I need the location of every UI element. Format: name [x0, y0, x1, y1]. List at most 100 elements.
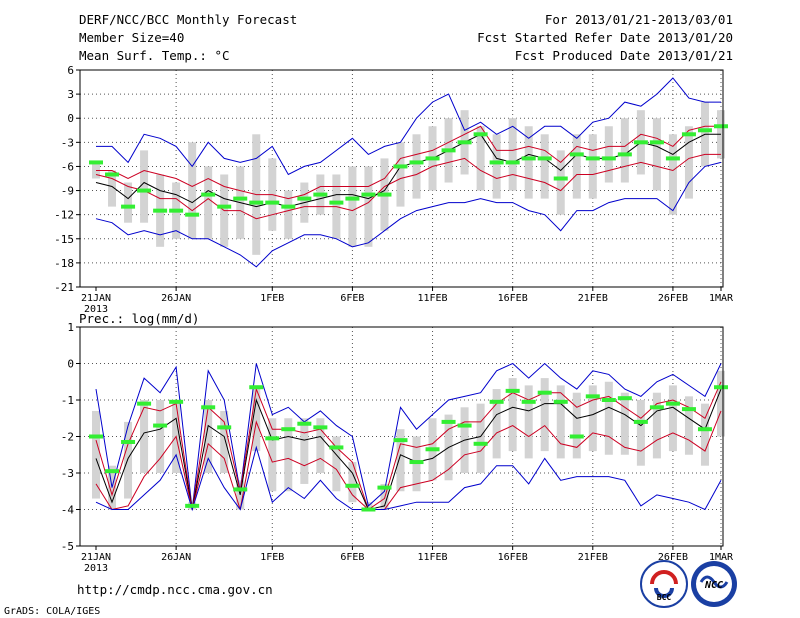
obs-marker: [649, 140, 664, 145]
y-tick-label: 0: [67, 358, 74, 371]
obs-marker: [297, 196, 312, 201]
obs-marker: [665, 156, 680, 161]
obs-marker: [153, 208, 168, 213]
x-tick-label: 6FEB: [340, 293, 364, 304]
range-box: [636, 400, 645, 466]
obs-marker: [121, 204, 136, 209]
y-tick-label: -4: [61, 504, 75, 517]
y-tick-label: -6: [61, 160, 74, 173]
range-box: [364, 166, 373, 247]
obs-marker: [329, 200, 344, 205]
range-box: [396, 142, 405, 207]
range-box: [268, 418, 277, 492]
range-box: [684, 126, 693, 199]
obs-marker: [169, 208, 184, 213]
obs-marker: [393, 164, 408, 169]
obs-marker: [345, 196, 360, 201]
x-tick-label: 6FEB: [340, 552, 364, 563]
obs-marker: [714, 124, 728, 129]
obs-marker: [201, 405, 216, 410]
forecast-produced-date: Fcst Produced Date 2013/01/21: [515, 48, 733, 63]
obs-marker: [457, 140, 472, 145]
obs-marker: [409, 160, 424, 165]
x-tick-label: 26FEB: [658, 552, 688, 563]
obs-marker: [297, 421, 312, 426]
range-box: [717, 370, 725, 437]
range-box: [124, 421, 133, 499]
range-box: [204, 400, 213, 473]
obs-marker: [601, 398, 616, 402]
bcc-logo: BCC: [640, 560, 688, 608]
series-line-lower_quartile: [96, 125, 721, 200]
range-box: [476, 126, 485, 191]
obs-marker: [617, 152, 632, 157]
obs-marker: [217, 425, 232, 430]
obs-marker: [473, 441, 488, 446]
y-tick-label: -18: [54, 257, 74, 270]
x-tick-label: 26FEB: [658, 293, 688, 304]
obs-marker: [249, 200, 264, 205]
obs-marker: [633, 419, 648, 424]
x-tick-year: 2013: [84, 304, 108, 315]
range-box: [652, 118, 661, 191]
plot-frame: [79, 69, 724, 288]
obs-marker: [569, 434, 584, 439]
precip-label: Prec.: log(mm/d): [79, 311, 199, 326]
x-tick-label: 1FEB: [260, 293, 284, 304]
range-box: [156, 400, 165, 473]
obs-marker: [89, 160, 103, 165]
x-tick-label: 1MAR: [709, 552, 734, 563]
range-box: [140, 150, 149, 223]
range-box: [380, 483, 389, 510]
series-line-median: [95, 388, 722, 511]
obs-marker: [441, 148, 456, 153]
series-line-min: [95, 445, 722, 512]
x-tick-label: 16FEB: [498, 552, 528, 563]
range-box: [556, 385, 565, 459]
range-box: [572, 134, 581, 199]
range-box: [316, 418, 325, 473]
obs-marker: [633, 140, 648, 145]
x-tick-label: 11FEB: [417, 552, 447, 563]
range-box: [508, 378, 517, 452]
y-tick-label: 1: [67, 321, 74, 334]
y-tick-label: -3: [61, 467, 74, 480]
obs-marker: [681, 407, 696, 412]
series-line-upper_quartile: [95, 153, 721, 220]
obs-marker: [505, 388, 520, 393]
obs-marker: [217, 204, 232, 209]
obs-marker: [313, 192, 328, 197]
obs-marker: [185, 212, 200, 217]
range-box: [492, 134, 501, 199]
obs-marker: [585, 156, 600, 161]
x-tick-year: 2013: [84, 563, 108, 574]
obs-marker: [121, 439, 136, 444]
obs-marker: [137, 188, 152, 193]
range-box: [204, 166, 213, 239]
range-box: [492, 389, 501, 459]
obs-marker: [249, 385, 264, 390]
title-right: For 2013/01/21-2013/03/01: [545, 12, 733, 27]
range-box: [332, 436, 341, 492]
obs-marker: [425, 447, 440, 452]
x-tick-label: 26JAN: [161, 293, 191, 304]
obs-marker: [681, 132, 696, 137]
y-tick-label: -15: [54, 233, 74, 246]
obs-marker: [697, 427, 712, 432]
range-box: [588, 385, 597, 452]
obs-marker: [714, 385, 728, 390]
bcc-logo-text: BCC: [657, 593, 672, 602]
range-box: [92, 410, 100, 499]
range-box: [588, 134, 597, 199]
obs-marker: [457, 423, 472, 428]
x-tick-label: 21JAN: [81, 552, 111, 563]
range-box: [540, 134, 549, 199]
range-box: [524, 126, 533, 199]
obs-marker: [361, 192, 376, 197]
obs-marker: [489, 160, 504, 165]
obs-marker: [617, 396, 632, 401]
obs-marker: [505, 160, 520, 165]
series-line-max: [95, 362, 722, 510]
range-box: [540, 378, 549, 452]
